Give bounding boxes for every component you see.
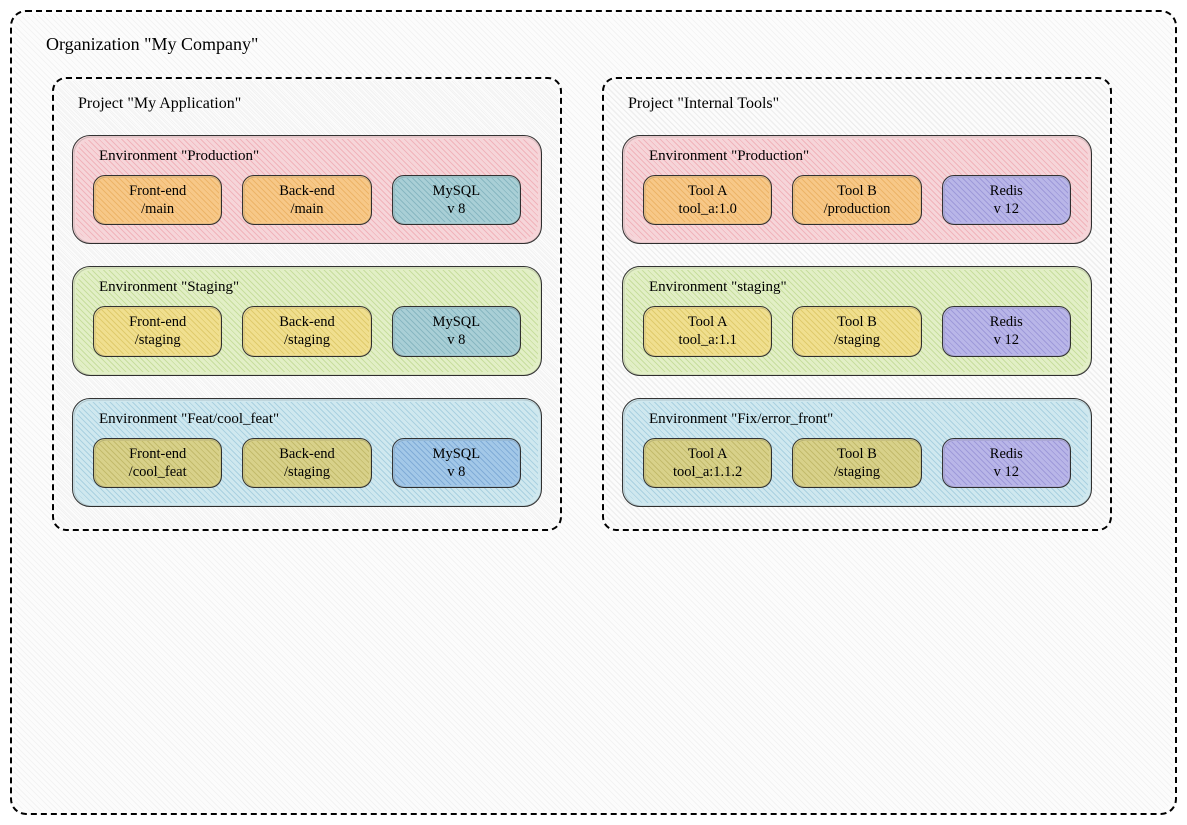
service-box: Redis v 12	[942, 438, 1071, 488]
service-box: MySQL v 8	[392, 438, 521, 488]
environment-box: Environment "staging" Tool A tool_a:1.1 …	[622, 266, 1092, 375]
service-line1: Redis	[953, 313, 1060, 331]
organization-box: Organization "My Company" Project "My Ap…	[10, 10, 1177, 815]
service-line1: Front-end	[104, 313, 211, 331]
service-line2: v 8	[403, 331, 510, 349]
service-line2: /staging	[253, 331, 360, 349]
service-line2: /production	[803, 200, 910, 218]
service-box: Tool A tool_a:1.1	[643, 306, 772, 356]
services-row: Tool A tool_a:1.0 Tool B /production Red…	[639, 175, 1075, 225]
services-row: Tool A tool_a:1.1 Tool B /staging Redis …	[639, 306, 1075, 356]
service-box: Tool A tool_a:1.1.2	[643, 438, 772, 488]
environment-title: Environment "Production"	[649, 148, 1075, 165]
services-row: Front-end /main Back-end /main MySQL v 8	[89, 175, 525, 225]
service-line2: v 8	[403, 463, 510, 481]
service-line2: v 12	[953, 331, 1060, 349]
service-line2: v 12	[953, 200, 1060, 218]
services-row: Tool A tool_a:1.1.2 Tool B /staging Redi…	[639, 438, 1075, 488]
service-line1: Redis	[953, 445, 1060, 463]
service-line1: MySQL	[403, 313, 510, 331]
service-box: MySQL v 8	[392, 306, 521, 356]
environment-title: Environment "Production"	[99, 148, 525, 165]
service-line1: MySQL	[403, 182, 510, 200]
service-line2: /staging	[104, 331, 211, 349]
service-line2: /staging	[803, 331, 910, 349]
organization-title: Organization "My Company"	[46, 34, 1147, 55]
service-box: Tool A tool_a:1.0	[643, 175, 772, 225]
service-line1: Tool A	[654, 182, 761, 200]
projects-row: Project "My Application" Environment "Pr…	[40, 77, 1147, 531]
service-line1: Tool B	[803, 313, 910, 331]
service-box: Back-end /main	[242, 175, 371, 225]
service-box: Back-end /staging	[242, 306, 371, 356]
environment-box: Environment "Fix/error_front" Tool A too…	[622, 398, 1092, 507]
environment-box: Environment "Production" Tool A tool_a:1…	[622, 135, 1092, 244]
service-line2: tool_a:1.1	[654, 331, 761, 349]
service-line2: /staging	[253, 463, 360, 481]
environment-box: Environment "Production" Front-end /main…	[72, 135, 542, 244]
environment-title: Environment "Fix/error_front"	[649, 411, 1075, 428]
service-line1: Tool A	[654, 313, 761, 331]
service-box: Redis v 12	[942, 175, 1071, 225]
service-line1: Back-end	[253, 313, 360, 331]
environment-box: Environment "Staging" Front-end /staging…	[72, 266, 542, 375]
service-box: Tool B /staging	[792, 438, 921, 488]
service-box: Redis v 12	[942, 306, 1071, 356]
project-title: Project "Internal Tools"	[628, 95, 1092, 113]
project-title: Project "My Application"	[78, 95, 542, 113]
service-line1: Front-end	[104, 182, 211, 200]
service-line2: /cool_feat	[104, 463, 211, 481]
service-line2: /main	[253, 200, 360, 218]
service-line2: tool_a:1.0	[654, 200, 761, 218]
service-line1: Tool B	[803, 182, 910, 200]
service-line1: MySQL	[403, 445, 510, 463]
service-line1: Front-end	[104, 445, 211, 463]
project-box: Project "My Application" Environment "Pr…	[52, 77, 562, 531]
service-box: Back-end /staging	[242, 438, 371, 488]
service-line2: tool_a:1.1.2	[654, 463, 761, 481]
services-row: Front-end /staging Back-end /staging MyS…	[89, 306, 525, 356]
service-line1: Back-end	[253, 182, 360, 200]
service-line2: v 8	[403, 200, 510, 218]
service-line1: Back-end	[253, 445, 360, 463]
service-box: Front-end /staging	[93, 306, 222, 356]
services-row: Front-end /cool_feat Back-end /staging M…	[89, 438, 525, 488]
environment-title: Environment "Feat/cool_feat"	[99, 411, 525, 428]
service-line2: v 12	[953, 463, 1060, 481]
service-line2: /staging	[803, 463, 910, 481]
service-line2: /main	[104, 200, 211, 218]
environment-title: Environment "Staging"	[99, 279, 525, 296]
service-box: Front-end /cool_feat	[93, 438, 222, 488]
environment-title: Environment "staging"	[649, 279, 1075, 296]
project-box: Project "Internal Tools" Environment "Pr…	[602, 77, 1112, 531]
service-box: MySQL v 8	[392, 175, 521, 225]
service-box: Tool B /production	[792, 175, 921, 225]
service-box: Front-end /main	[93, 175, 222, 225]
service-box: Tool B /staging	[792, 306, 921, 356]
service-line1: Tool B	[803, 445, 910, 463]
service-line1: Redis	[953, 182, 1060, 200]
environment-box: Environment "Feat/cool_feat" Front-end /…	[72, 398, 542, 507]
service-line1: Tool A	[654, 445, 761, 463]
